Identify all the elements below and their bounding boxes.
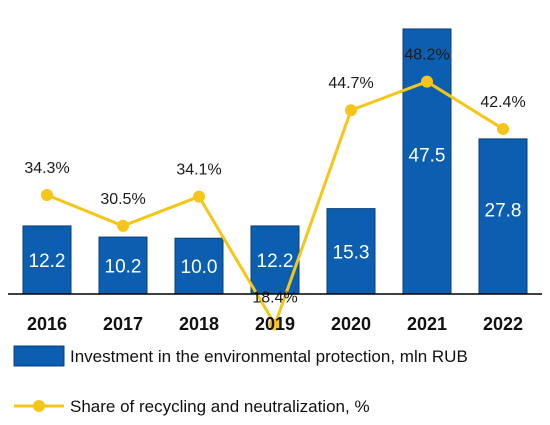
legend-item-share: Share of recycling and neutralization, %: [14, 397, 370, 416]
share-value-label-2019: 18.4%: [252, 290, 297, 307]
bar-value-label-2016: 12.2: [29, 251, 66, 272]
bar-value-label-2019: 12.2: [257, 251, 294, 272]
legend-swatch-marker: [33, 400, 45, 412]
x-tick-label-2018: 2018: [179, 314, 219, 334]
bar-value-label-2021: 47.5: [409, 145, 446, 166]
share-point-2021: [421, 75, 433, 88]
share-value-label-2016: 34.3%: [24, 160, 69, 177]
bar-2017: [98, 236, 148, 295]
legend: Investment in the environmental protecti…: [13, 345, 468, 416]
legend-swatch-bar: [13, 345, 65, 367]
bar-series: 12.2 10.2 10.0 12.2 15.3 47.5 27.8: [22, 28, 528, 295]
x-tick-label-2019: 2019: [255, 314, 295, 334]
share-point-2016: [41, 188, 53, 201]
x-tick-label-2017: 2017: [103, 314, 143, 334]
share-value-label-2021: 48.2%: [404, 47, 449, 64]
share-value-label-2018: 34.1%: [176, 162, 221, 179]
x-axis-ticks: 2016 2017 2018 2019 2020 2021 2022: [27, 314, 523, 334]
x-tick-label-2022: 2022: [483, 314, 523, 334]
bar-value-label-2020: 15.3: [333, 242, 370, 263]
legend-label-share: Share of recycling and neutralization, %: [70, 397, 370, 416]
bar-2016: [22, 225, 72, 295]
share-value-label-2022: 42.4%: [480, 94, 525, 111]
share-point-2020: [345, 104, 357, 117]
legend-item-investment: Investment in the environmental protecti…: [13, 345, 468, 367]
bar-value-label-2022: 27.8: [485, 200, 522, 221]
share-point-2018: [193, 190, 205, 203]
x-tick-label-2020: 2020: [331, 314, 371, 334]
share-value-label-2017: 30.5%: [100, 191, 145, 208]
x-tick-label-2016: 2016: [27, 314, 67, 334]
bar-2018: [174, 237, 224, 295]
x-tick-label-2021: 2021: [407, 314, 447, 334]
line-series: 34.3% 30.5% 34.1% 18.4% 44.7% 48.2% 42.4%: [24, 47, 526, 331]
share-value-label-2020: 44.7%: [328, 75, 373, 92]
bar-2021: [402, 28, 452, 295]
bar-value-label-2018: 10.0: [181, 257, 218, 278]
share-point-2019: [269, 318, 281, 331]
share-point-2022: [497, 122, 509, 135]
share-point-2017: [117, 219, 129, 232]
bar-value-label-2017: 10.2: [105, 257, 142, 278]
legend-label-investment: Investment in the environmental protecti…: [70, 347, 468, 366]
